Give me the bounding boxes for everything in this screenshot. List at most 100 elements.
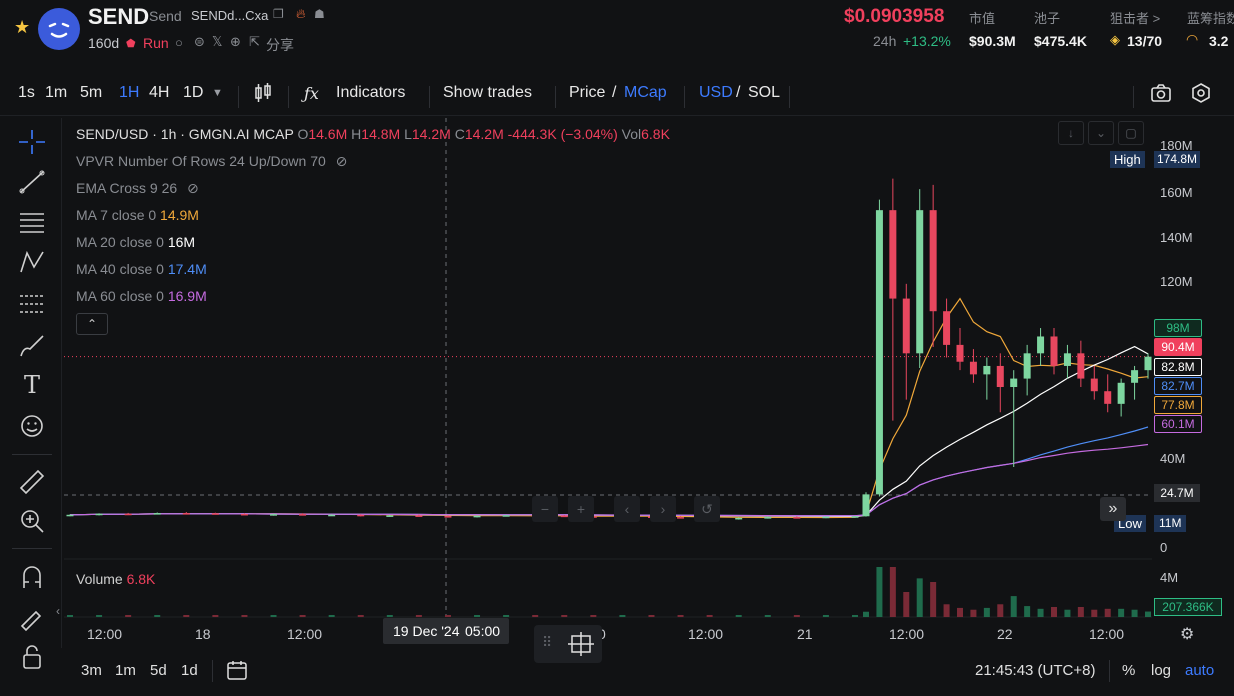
draw-lock-icon[interactable] xyxy=(16,602,48,632)
horizontal-lines-icon[interactable] xyxy=(16,207,48,237)
ma-label: MA 40 close 0 xyxy=(76,261,164,277)
ruler-icon[interactable] xyxy=(16,466,48,496)
interval-1m[interactable]: 1m xyxy=(45,84,68,101)
scroll-right-icon[interactable]: › xyxy=(650,496,676,522)
ma60-legend[interactable]: MA 60 close 0 16.9M xyxy=(76,288,207,304)
crosshair-icon[interactable] xyxy=(16,127,48,157)
eye-off-icon[interactable]: ⊘ xyxy=(187,180,199,196)
calendar-icon[interactable] xyxy=(225,658,249,686)
volume-bar xyxy=(930,582,937,617)
run-tag: Run xyxy=(143,35,169,51)
share-icon[interactable]: ⇱ xyxy=(249,34,260,49)
magnet-icon[interactable] xyxy=(16,562,48,592)
settings-icon[interactable] xyxy=(1190,82,1212,109)
ma7-legend[interactable]: MA 7 close 0 14.9M xyxy=(76,207,199,223)
scroll-left-icon[interactable]: ‹ xyxy=(614,496,640,522)
range-1m[interactable]: 1m xyxy=(115,662,136,679)
lock-icon[interactable] xyxy=(16,642,48,672)
collapse-icon[interactable]: ⌄ xyxy=(1088,121,1114,145)
spy-icon[interactable]: ☗ xyxy=(314,7,325,21)
volume-bar xyxy=(154,615,161,617)
clock[interactable]: 21:45:43 (UTC+8) xyxy=(975,662,1096,679)
sol-toggle[interactable]: SOL xyxy=(748,84,781,101)
candle-body xyxy=(969,361,977,375)
fullscreen-icon[interactable]: ▢ xyxy=(1118,121,1144,145)
trend-line-icon[interactable] xyxy=(16,167,48,197)
interval-4h[interactable]: 4H xyxy=(149,84,170,101)
scroll-down-icon[interactable]: ↓ xyxy=(1058,121,1084,145)
candle-body xyxy=(929,210,937,312)
candle-body xyxy=(943,311,951,345)
share-label[interactable]: 分享 xyxy=(266,37,294,53)
ma60-line xyxy=(69,443,1149,517)
ma-value: 16.9M xyxy=(167,288,207,304)
drag-handle-icon[interactable]: ⠿ xyxy=(542,634,553,650)
candle-body xyxy=(851,516,859,518)
zoom-out-icon[interactable]: − xyxy=(532,496,558,522)
percent-toggle[interactable]: % xyxy=(1122,662,1136,679)
collapse-legend-button[interactable]: ⌃ xyxy=(76,313,108,335)
reset-icon[interactable]: ↺ xyxy=(694,496,720,522)
auto-toggle[interactable]: auto xyxy=(1185,662,1215,679)
log-toggle[interactable]: log xyxy=(1151,662,1172,679)
camera-icon[interactable] xyxy=(1150,82,1172,109)
candle-body xyxy=(735,517,743,520)
pattern-icon[interactable] xyxy=(16,247,48,277)
stat-label-snipers[interactable]: 狙击者 > xyxy=(1110,11,1161,26)
range-3m[interactable]: 3m xyxy=(81,662,102,679)
interval-1d[interactable]: 1D xyxy=(183,84,204,101)
interval-1s[interactable]: 1s xyxy=(18,84,35,101)
list-icon[interactable]: ⊜ xyxy=(194,34,205,49)
legend-c-value: 14.2M xyxy=(464,126,504,142)
show-trades-button[interactable]: Show trades xyxy=(443,84,532,101)
emoji-icon[interactable] xyxy=(16,411,48,441)
x-twitter-icon[interactable]: 𝕏 xyxy=(212,34,223,49)
volume-bar xyxy=(1024,606,1031,617)
zoom-in-icon[interactable] xyxy=(16,506,48,536)
fib-icon[interactable] xyxy=(16,289,48,319)
expand-select-icon[interactable] xyxy=(568,630,596,661)
scroll-right-button[interactable]: » xyxy=(1100,497,1126,521)
ema-legend[interactable]: EMA Cross 9 26 ⊘ xyxy=(76,180,199,197)
divider xyxy=(12,454,52,455)
ma20-legend[interactable]: MA 20 close 0 16M xyxy=(76,234,195,250)
volume-bar xyxy=(1131,609,1138,617)
zoom-in-small-icon[interactable]: + xyxy=(568,496,594,522)
candle-body xyxy=(415,515,423,517)
globe-icon[interactable]: ⊕ xyxy=(230,34,241,49)
mcap-toggle[interactable]: MCap xyxy=(624,84,667,101)
range-5d[interactable]: 5d xyxy=(150,662,167,679)
usd-toggle[interactable]: USD xyxy=(699,84,733,101)
star-icon[interactable]: ★ xyxy=(14,17,31,37)
axis-settings-icon[interactable]: ⚙ xyxy=(1180,626,1195,643)
copy-icon[interactable]: ❐ xyxy=(273,7,284,21)
volume-bar xyxy=(1051,607,1057,617)
search-icon[interactable]: ○ xyxy=(175,35,183,50)
low-value: 11M xyxy=(1154,515,1187,532)
divider xyxy=(238,86,239,108)
ma40-legend[interactable]: MA 40 close 0 17.4M xyxy=(76,261,207,277)
token-address[interactable]: SENDd...Cxa xyxy=(191,8,269,23)
candle-body xyxy=(1050,336,1058,366)
vpvr-legend[interactable]: VPVR Number Of Rows 24 Up/Down 70 ⊘ xyxy=(76,153,347,170)
text-tool-icon[interactable]: T xyxy=(23,371,40,399)
interval-1h[interactable]: 1H xyxy=(119,84,140,101)
candle-type-icon[interactable] xyxy=(254,82,272,109)
stat-label-pool: 池子 xyxy=(1034,11,1061,26)
eye-off-icon[interactable]: ⊘ xyxy=(335,153,348,169)
chevron-down-icon[interactable]: ▼ xyxy=(212,87,223,99)
candle-body xyxy=(677,517,685,519)
collapse-arrow-icon[interactable]: ‹ xyxy=(56,604,60,618)
candle-body xyxy=(1090,378,1098,392)
brush-icon[interactable] xyxy=(16,331,48,361)
indicators-button[interactable]: Indicators xyxy=(336,84,406,101)
volume-bar xyxy=(183,615,190,617)
interval-5m[interactable]: 5m xyxy=(80,84,103,101)
price-toggle[interactable]: Price xyxy=(569,84,606,101)
function-icon[interactable]: ƒx xyxy=(304,84,319,103)
price-tag-ma60: 60.1M xyxy=(1154,415,1202,433)
range-1d[interactable]: 1d xyxy=(181,662,198,679)
volume-legend[interactable]: Volume 6.8K xyxy=(76,571,155,587)
drag-widget[interactable]: ⠿ xyxy=(534,625,602,663)
